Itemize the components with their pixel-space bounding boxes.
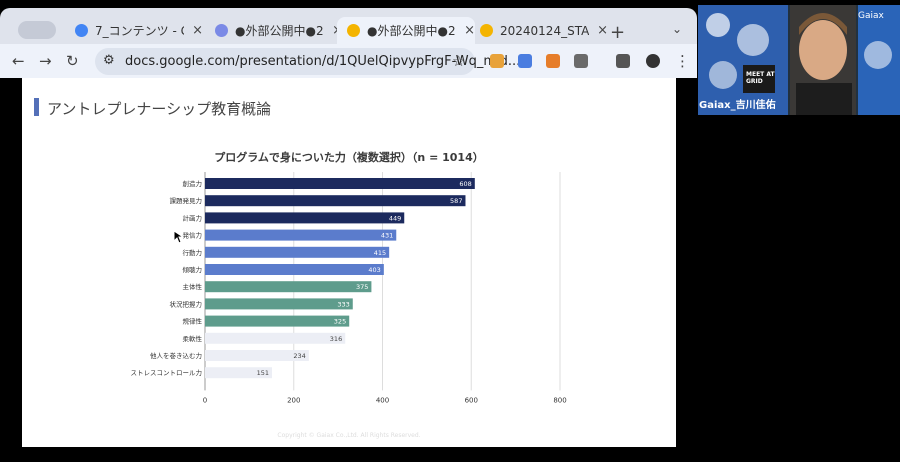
category-label: 発信力: [183, 231, 203, 240]
slide: アントレプレナーシップ教育概論 プログラムで身についた力（複数選択）（n = 1…: [22, 78, 676, 447]
chrome-icon: [75, 24, 88, 37]
category-label: ストレスコントロール力: [131, 368, 203, 377]
tab-2[interactable]: ●外部公開中●2024 ×: [337, 17, 475, 44]
bar-value-label: 431: [381, 232, 393, 240]
bar-value-label: 449: [389, 214, 401, 222]
back-icon[interactable]: ←: [12, 52, 25, 70]
bar: [205, 246, 390, 258]
tab-1[interactable]: ●外部公開中●2024×: [205, 17, 343, 44]
slide-title: アントレプレナーシップ教育概論: [47, 100, 272, 118]
bookmark-star-icon[interactable]: ☆: [452, 52, 466, 70]
bar-value-label: 403: [368, 266, 380, 274]
x-tick-label: 400: [376, 396, 389, 404]
bar-value-label: 234: [293, 352, 305, 360]
participant-video: [698, 5, 900, 115]
page-content: アントレプレナーシップ教育概論 プログラムで身についた力（複数選択）（n = 1…: [0, 78, 697, 462]
category-label: 計画力: [183, 213, 203, 222]
tab-title: ●外部公開中●2024: [235, 24, 324, 38]
category-label: 傾聴力: [183, 265, 203, 274]
bar: [205, 264, 384, 275]
tab-title: 20240124_STAP: [500, 23, 590, 38]
bar-value-label: 375: [356, 283, 368, 291]
bar: [205, 178, 475, 189]
tab-strip: 7_コンテンツ - Go×●外部公開中●2024×●外部公開中●2024×202…: [0, 8, 697, 44]
chevron-down-icon[interactable]: ⌄: [672, 22, 683, 36]
browser-window: 7_コンテンツ - Go×●外部公開中●2024×●外部公開中●2024×202…: [0, 8, 697, 462]
sidepanel-icon[interactable]: [616, 54, 630, 68]
bar: [205, 212, 405, 224]
menu-kebab-icon[interactable]: ⋮: [675, 52, 690, 70]
site-info-icon[interactable]: ⚙: [103, 53, 115, 68]
bar: [205, 195, 466, 207]
participant-name: Gaiax_吉川佳佑: [699, 100, 776, 111]
category-label: 行動力: [183, 248, 203, 257]
docs-icon: [215, 24, 228, 37]
forward-icon[interactable]: →: [39, 52, 52, 70]
sign-text: MEET AT GRID: [746, 71, 775, 85]
tab-0[interactable]: 7_コンテンツ - Go ×: [65, 17, 203, 44]
category-label: 創造力: [183, 179, 203, 188]
bar: [205, 332, 346, 344]
extension-icon[interactable]: [518, 54, 532, 68]
toolbar: ← → ↻ ⚙ docs.google.com/presentation/d/1…: [0, 44, 697, 78]
mouse-cursor-icon: [173, 230, 183, 244]
bar-value-label: 587: [450, 197, 462, 205]
tab-3[interactable]: 20240124_STAP ×: [470, 17, 608, 44]
category-label: 課題発見力: [170, 196, 203, 205]
metamask-icon[interactable]: [546, 54, 560, 68]
bar: [205, 350, 309, 361]
close-icon[interactable]: ×: [464, 23, 475, 38]
x-tick-label: 800: [553, 396, 566, 404]
x-tick-label: 0: [203, 396, 207, 404]
bar-value-label: 151: [257, 369, 269, 377]
bar-value-label: 333: [337, 300, 349, 308]
x-tick-label: 200: [287, 396, 300, 404]
bar-value-label: 608: [459, 180, 471, 188]
tab-title: 7_コンテンツ - Go: [95, 24, 184, 38]
address-bar[interactable]: ⚙ docs.google.com/presentation/d/1QUelQi…: [95, 48, 520, 75]
x-tick-label: 600: [465, 396, 478, 404]
extensions-puzzle-icon[interactable]: [574, 54, 588, 68]
close-icon[interactable]: ×: [192, 23, 203, 38]
new-tab-icon[interactable]: +: [610, 22, 626, 43]
slide-footer: Copyright © Gaiax Co.,Ltd. All Rights Re…: [277, 432, 421, 439]
chart-title: プログラムで身についた力（複数選択）（n = 1014）: [214, 151, 484, 164]
category-label: 主体性: [183, 282, 203, 291]
url-text: docs.google.com/presentation/d/1QUelQipv…: [125, 54, 521, 69]
tab-title: ●外部公開中●2024: [367, 24, 456, 38]
title-accent-bar: [34, 98, 39, 116]
category-label: 状況把握力: [170, 299, 203, 308]
bar-chart: 0 200 400 600 800 創造力 608 課題発見力 587 計画力 449 発信力 431 行…: [131, 172, 567, 404]
category-label: 他人を巻き込む力: [150, 351, 202, 360]
bar: [205, 315, 350, 327]
bar-value-label: 415: [374, 249, 386, 257]
bar-value-label: 325: [334, 318, 346, 326]
bar-value-label: 316: [330, 335, 342, 343]
bar: [205, 281, 372, 293]
category-label: 規律性: [183, 317, 203, 326]
bar: [205, 229, 397, 241]
profile-avatar[interactable]: [646, 54, 660, 68]
category-label: 柔軟性: [183, 334, 203, 343]
extension-icon[interactable]: [490, 54, 504, 68]
bar: [205, 298, 353, 310]
slides-icon: [347, 24, 360, 37]
tab-search-button[interactable]: [18, 21, 56, 39]
gaiax-logo: Gaiax: [858, 11, 884, 21]
close-icon[interactable]: ×: [597, 23, 608, 38]
bar: [205, 367, 273, 379]
slides-icon: [480, 24, 493, 37]
video-participant-tile: Gaiax MEET AT GRID: [698, 5, 900, 115]
reload-icon[interactable]: ↻: [66, 52, 79, 70]
